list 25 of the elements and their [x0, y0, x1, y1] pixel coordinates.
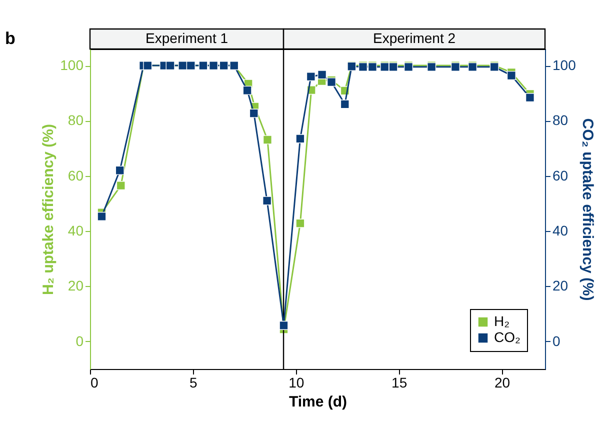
y2-tick-label: 60	[552, 167, 568, 184]
x-tick-label: 0	[90, 374, 98, 390]
text: b	[5, 29, 16, 48]
x-tick-label: 20	[494, 374, 510, 390]
y-tick-label: 40	[68, 222, 84, 239]
y2-tick-label: 20	[552, 278, 568, 294]
y2-tick-label: 0	[552, 332, 560, 349]
x-tick-label: 10	[288, 374, 304, 390]
text: Experiment 1	[146, 30, 228, 46]
x-axis-title: Time (d)	[288, 394, 348, 410]
legend-label: CO₂	[494, 329, 520, 345]
y-tick-label: 0	[76, 332, 84, 349]
legend-label: H₂	[494, 313, 510, 329]
y2-tick-label: 40	[552, 222, 568, 239]
x-tick-label: 5	[190, 374, 198, 390]
y-tick-label: 20	[68, 278, 84, 294]
text: Experiment 2	[373, 30, 456, 46]
y2-tick-label: 80	[552, 112, 568, 128]
y-axis-title: H₂ uptake efficiency (%)	[40, 124, 58, 295]
y2-axis-title: CO₂ uptake efficiency (%)	[578, 118, 596, 301]
y-tick-label: 100	[60, 57, 84, 74]
y-tick-label: 60	[68, 167, 84, 184]
x-tick-label: 15	[392, 374, 408, 390]
y-tick-label: 80	[68, 112, 84, 128]
y2-tick-label: 100	[552, 57, 576, 74]
